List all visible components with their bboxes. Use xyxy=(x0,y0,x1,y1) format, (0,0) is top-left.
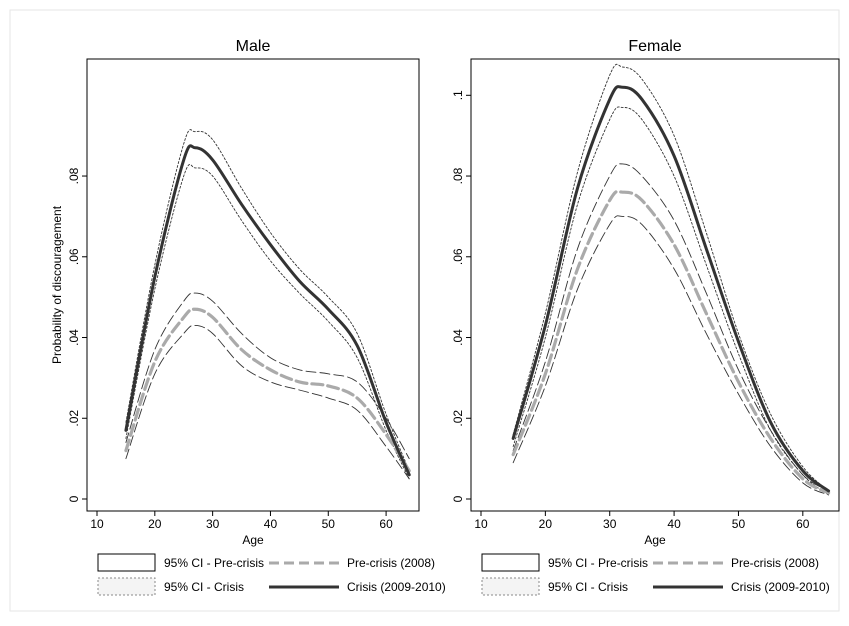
panel-male-ytick-label: 0 xyxy=(67,495,81,502)
legend-female-ci-precrisis-swatch xyxy=(481,553,540,572)
panel-male-ytick-label: .02 xyxy=(67,410,81,427)
panel-female-ytick-label: 0 xyxy=(451,495,465,502)
panel-male-ytick-label: .06 xyxy=(67,248,81,265)
panel-male-xtick-label: 10 xyxy=(90,517,104,531)
panel-female-axes: 10 20 30 40 50 60 0 .02 .04 .06 .08 .1 xyxy=(451,90,810,531)
panel-female-ytick-label: .02 xyxy=(451,410,465,427)
panel-male-xtick-label: 40 xyxy=(264,517,278,531)
legend-female-crisis-label: Crisis (2009-2010) xyxy=(731,580,830,594)
panel-female-ytick-label: .06 xyxy=(451,248,465,265)
legend-female-ci-crisis-swatch xyxy=(481,577,540,596)
panel-female-xtick-label: 50 xyxy=(732,517,746,531)
panel-female-series-crisis-2009-2010 xyxy=(511,85,831,493)
panel-male-axes: 10 20 30 40 50 60 0 .02 .04 .06 .08 xyxy=(67,167,393,531)
panel-male-ytick-label: .08 xyxy=(67,167,81,184)
panel-female-ytick-label: .1 xyxy=(451,90,465,100)
panel-male-xtick-label: 20 xyxy=(148,517,162,531)
legend-female-ci-precrisis-label: 95% CI - Pre-crisis xyxy=(548,556,648,570)
panel-male-xlabel: Age xyxy=(242,533,264,547)
panel-female-xtick-label: 10 xyxy=(474,517,488,531)
legend-female: 95% CI - Pre-crisis Pre-crisis (2008) 95… xyxy=(481,553,830,596)
panel-female-xtick-label: 30 xyxy=(603,517,617,531)
legend-male: 95% CI - Pre-crisis Pre-crisis (2008) 95… xyxy=(97,553,446,596)
panel-male-xtick-label: 30 xyxy=(206,517,220,531)
panel-female-series-95-ci-pre-crisis-lower xyxy=(512,215,830,496)
panel-female-series-95-ci-pre-crisis-upper xyxy=(512,163,830,492)
legend-male-crisis-label: Crisis (2009-2010) xyxy=(347,580,446,594)
panel-female-ytick-label: .04 xyxy=(451,329,465,346)
y-axis-label: Probability of discouragement xyxy=(50,205,64,364)
panel-male-series-crisis-2009-2010 xyxy=(124,144,411,477)
panel-male-series-95-ci-pre-crisis-lower xyxy=(125,324,410,480)
panel-female-series-pre-crisis-2008 xyxy=(511,189,831,495)
panel-male-title: Male xyxy=(236,38,271,55)
panel-female-ytick-label: .08 xyxy=(451,167,465,184)
panel-female-xlabel: Age xyxy=(644,533,666,547)
panel-male-series xyxy=(124,129,411,480)
panel-male-series-pre-crisis-2008 xyxy=(124,307,411,473)
legend-female-precrisis-label: Pre-crisis (2008) xyxy=(731,556,819,570)
panel-male-xtick-label: 50 xyxy=(322,517,336,531)
panel-male-series-95-ci-crisis-lower xyxy=(125,163,410,480)
legend-male-ci-precrisis-swatch xyxy=(97,553,156,572)
legend-male-precrisis-label: Pre-crisis (2008) xyxy=(347,556,435,570)
panel-female-xtick-label: 20 xyxy=(539,517,553,531)
panel-female-xtick-label: 60 xyxy=(796,517,810,531)
panel-male-series-95-ci-crisis-upper xyxy=(125,129,410,472)
panel-female-series xyxy=(511,63,831,496)
legend-female-ci-crisis-label: 95% CI - Crisis xyxy=(548,580,628,594)
panel-female-title: Female xyxy=(628,38,681,55)
panel-female-series-95-ci-crisis-upper xyxy=(512,63,830,492)
legend-male-ci-crisis-swatch xyxy=(97,577,156,596)
panel-female-xtick-label: 40 xyxy=(667,517,681,531)
legend-male-ci-precrisis-label: 95% CI - Pre-crisis xyxy=(164,556,264,570)
panel-male-ytick-label: .04 xyxy=(67,329,81,346)
panel-male-series-95-ci-pre-crisis-upper xyxy=(125,292,410,460)
panel-male-frame xyxy=(86,58,420,512)
panel-male-xtick-label: 60 xyxy=(379,517,393,531)
legend-male-ci-crisis-label: 95% CI - Crisis xyxy=(164,580,244,594)
